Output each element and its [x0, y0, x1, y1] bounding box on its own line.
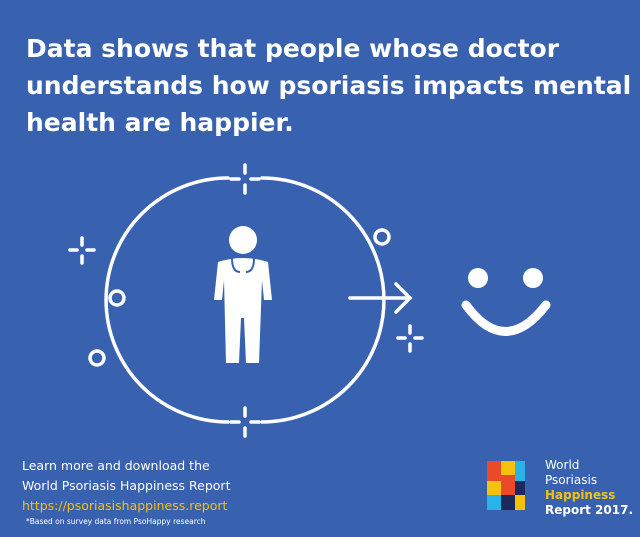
- footnote: *Based on survey data from PsoHappy rese…: [26, 517, 206, 526]
- dot: [373, 228, 391, 246]
- headline-line: Data shows that people whose doctor: [26, 34, 560, 63]
- logo-text: Happiness: [545, 488, 615, 502]
- headline-line: health are happier.: [26, 108, 294, 137]
- dot: [88, 349, 106, 367]
- circle-arc: [104, 176, 230, 424]
- footer-line: Learn more and download the: [22, 458, 210, 473]
- footer-line: World Psoriasis Happiness Report: [22, 478, 231, 493]
- circle-arc: [260, 176, 386, 424]
- smiley: [461, 268, 551, 336]
- dot: [108, 289, 126, 307]
- footer-link[interactable]: https://psoriasishappiness.report: [22, 498, 227, 513]
- logo-mark: [487, 461, 525, 510]
- logo-text: World: [545, 458, 579, 472]
- headline-line: understands how psoriasis impacts mental: [26, 71, 631, 100]
- doctor: [214, 226, 272, 363]
- illustration: [68, 163, 551, 438]
- logo-text: Psoriasis: [545, 473, 597, 487]
- logo-text: Report 2017.: [545, 503, 633, 517]
- sparkle: [68, 163, 424, 438]
- arrow: [348, 282, 413, 314]
